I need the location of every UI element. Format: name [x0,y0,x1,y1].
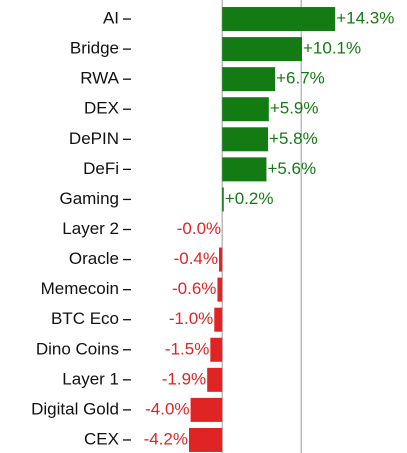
y-tick-label: Bridge [70,39,119,58]
bar [222,187,224,212]
y-tick-label: DeFi [83,159,119,178]
bar [222,97,269,122]
value-label: -1.9% [162,369,206,388]
bar [210,337,223,362]
y-tick-label: DePIN [69,129,119,148]
y-tick-label: Layer 1 [62,369,119,388]
bar [219,247,223,272]
value-label: +14.3% [336,9,394,28]
bar [207,367,223,392]
bar [188,427,223,452]
y-tick-label: Gaming [59,189,119,208]
value-label: -0.4% [174,249,218,268]
bar [222,7,336,32]
value-label: +5.9% [270,99,319,118]
value-label: -0.6% [172,279,216,298]
y-tick-label: AI [103,9,119,28]
bar [222,67,276,92]
value-label: -1.0% [169,309,213,328]
bar [217,277,223,302]
value-label: -4.0% [145,399,189,418]
value-label: -4.2% [144,429,188,448]
bar [222,157,267,182]
bar [214,307,223,332]
y-tick-label: Digital Gold [31,399,119,418]
value-label: -0.0% [177,219,221,238]
value-label: -1.5% [165,339,209,358]
y-tick-label: RWA [80,69,119,88]
value-label: +0.2% [225,189,274,208]
value-label: +10.1% [303,39,361,58]
y-tick-label: Memecoin [41,279,119,298]
y-tick-label: Layer 2 [62,219,119,238]
y-tick-label: DEX [84,99,119,118]
value-label: +6.7% [276,69,325,88]
y-tick-label: CEX [84,429,119,448]
bar [222,37,303,62]
bar [222,127,269,152]
y-tick-label: Oracle [69,249,119,268]
value-label: +5.8% [269,129,318,148]
y-tick-label: BTC Eco [51,309,119,328]
bar [190,397,223,422]
y-tick-label: Dino Coins [36,339,119,358]
value-label: +5.6% [267,159,316,178]
